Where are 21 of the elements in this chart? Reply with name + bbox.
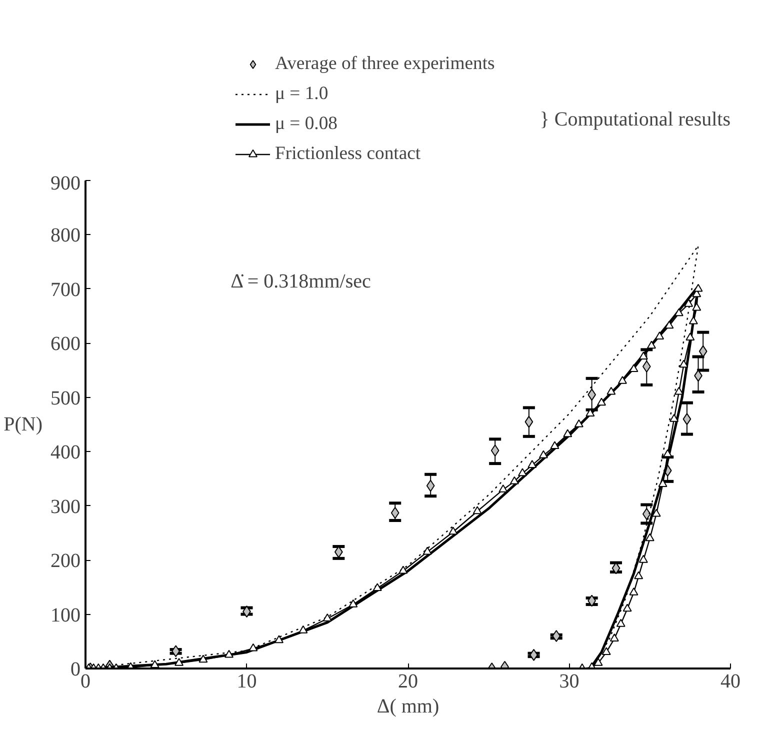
x-axis-title: Δ( mm)	[376, 696, 440, 718]
y-tick-label: 600	[50, 333, 80, 356]
annotation: Δ̇ = 0.318mm/sec	[230, 270, 371, 293]
legend-label: μ = 1.0	[275, 83, 328, 105]
x-tick-label: 10	[236, 670, 257, 692]
text: } Computational results	[540, 108, 731, 130]
y-tick-label: 700	[50, 278, 80, 301]
legend-label: μ = 0.08	[275, 113, 338, 135]
x-tick-label: 20	[398, 670, 418, 692]
y-tick-label: 500	[50, 387, 80, 410]
x-tick-label: 30	[559, 670, 580, 692]
y-tick-label: 300	[50, 496, 80, 518]
legend-label: Frictionless contact	[275, 143, 421, 165]
y-tick-label: 100	[50, 604, 80, 626]
y-tick-label: 200	[50, 550, 80, 572]
y-axis-title: P(N)	[4, 414, 43, 436]
y-tick-label: 400	[50, 442, 80, 464]
x-tick-label: 40	[720, 670, 740, 692]
y-tick-label: 900	[50, 172, 80, 194]
legend-label: Average of three experiments	[275, 53, 495, 75]
y-tick-label: 800	[50, 224, 80, 247]
